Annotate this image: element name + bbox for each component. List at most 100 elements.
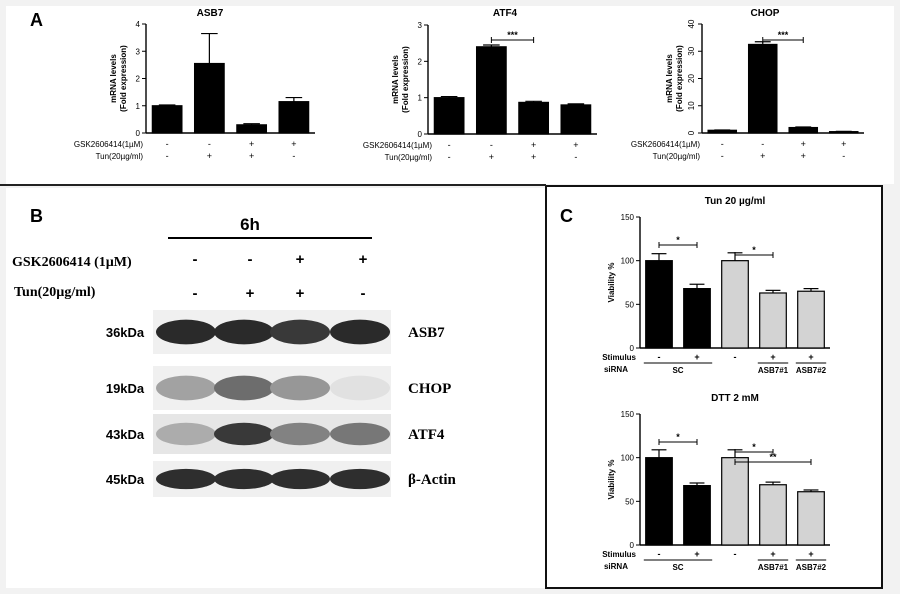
bar xyxy=(721,260,749,349)
blot-kda-label: 19kDa xyxy=(106,381,145,396)
blot-band xyxy=(270,468,330,490)
y-tick-label: 1 xyxy=(418,94,423,103)
treatment-gsk: - xyxy=(490,140,493,150)
row-label-tun: Tun(20µg/ml) xyxy=(96,152,144,161)
bar xyxy=(759,292,787,349)
blot-tun-sign: - xyxy=(193,285,198,302)
treatment-gsk: - xyxy=(208,139,211,149)
blot-kda-label: 36kDa xyxy=(106,325,145,340)
treatment-gsk: - xyxy=(721,139,724,149)
blot-tun-sign: + xyxy=(296,285,305,302)
y-axis-label: mRNA levels(Fold expression) xyxy=(665,45,684,112)
stimulus-sign: - xyxy=(734,352,737,362)
y-axis-label-line1: mRNA levels xyxy=(665,54,674,103)
treatment-tun: - xyxy=(574,152,577,162)
treatment-gsk: - xyxy=(166,139,169,149)
blot-band xyxy=(330,468,390,490)
y-tick-label: 3 xyxy=(418,21,423,30)
y-tick-label: 150 xyxy=(621,410,635,419)
blot-band xyxy=(270,319,330,345)
y-tick-label: 2 xyxy=(418,57,423,66)
blot-time: 6h xyxy=(240,215,260,234)
group-label: ASB7#2 xyxy=(796,563,827,572)
row-label-gsk: GSK2606414(1µM) xyxy=(363,141,432,150)
blot-band xyxy=(214,468,274,490)
stimulus-sign: + xyxy=(770,352,775,362)
treatment-tun: - xyxy=(166,151,169,161)
treatment-tun: + xyxy=(531,152,536,162)
bar xyxy=(560,104,592,135)
treatment-tun: - xyxy=(721,151,724,161)
y-tick-label: 4 xyxy=(136,20,141,29)
stimulus-sign: - xyxy=(734,549,737,559)
blot-gsk-sign: + xyxy=(296,251,305,268)
bar xyxy=(721,457,749,546)
y-axis-label-line2: (Fold expression) xyxy=(675,45,684,112)
bar xyxy=(797,491,825,546)
y-tick-label: 0 xyxy=(630,344,635,353)
y-tick-label: 40 xyxy=(687,19,696,28)
treatment-tun: + xyxy=(207,151,212,161)
y-axis-label: mRNA levels(Fold expression) xyxy=(109,45,128,112)
blot-protein-label: CHOP xyxy=(408,381,451,397)
y-axis-label-line2: (Fold expression) xyxy=(119,45,128,112)
blot-gsk-sign: + xyxy=(359,251,368,268)
blot-band xyxy=(214,375,274,401)
blot-band xyxy=(156,468,216,490)
stimulus-sign: + xyxy=(808,352,813,362)
stimulus-sign: + xyxy=(770,549,775,559)
treatment-tun: + xyxy=(760,151,765,161)
blot-kda-label: 43kDa xyxy=(106,427,145,442)
significance-label: ** xyxy=(769,452,777,462)
blot-band xyxy=(214,319,274,345)
blot-gsk-label: GSK2606414 (1µM) xyxy=(12,255,132,270)
panel-label-a: A xyxy=(30,10,43,30)
treatment-tun: - xyxy=(292,151,295,161)
chart-chop: 0 10 20 30 40 CHOP *** mRNA levels(Fold express… xyxy=(631,8,864,161)
bar xyxy=(518,101,550,135)
y-tick-label: 1 xyxy=(136,102,141,111)
y-axis-label-line1: mRNA levels xyxy=(109,54,118,103)
bar xyxy=(433,97,465,135)
stimulus-sign: + xyxy=(808,549,813,559)
bar xyxy=(278,101,310,134)
bar xyxy=(788,126,819,134)
treatment-gsk: + xyxy=(249,139,254,149)
y-axis-label: Viability % xyxy=(607,460,616,500)
bar xyxy=(683,485,711,546)
treatment-tun: + xyxy=(489,152,494,162)
treatment-gsk: + xyxy=(291,139,296,149)
significance-label: * xyxy=(752,442,756,452)
y-axis-label-line1: mRNA levels xyxy=(391,55,400,104)
stimulus-sign: - xyxy=(658,352,661,362)
y-tick-label: 50 xyxy=(625,497,634,506)
blot-protein-label: β-Actin xyxy=(408,472,457,488)
y-axis-label-line2: (Fold expression) xyxy=(401,46,410,113)
bar xyxy=(236,124,268,134)
chart-title: ATF4 xyxy=(493,8,518,19)
bar xyxy=(645,260,673,349)
blot-band xyxy=(330,422,390,446)
blot-protein-label: ATF4 xyxy=(408,427,445,443)
treatment-gsk: - xyxy=(761,139,764,149)
significance-label: * xyxy=(752,245,756,255)
significance-label: *** xyxy=(778,30,789,40)
y-tick-label: 3 xyxy=(136,47,141,56)
row-label-gsk: GSK2606414(1µM) xyxy=(74,140,143,149)
chart-atf4: 0 1 2 3 ATF4 *** mRNA levels(Fold expression) G… xyxy=(363,8,597,162)
chart-tun-viability: 0 50 100 150 Tun 20 µg/ml * * Viability % Stimul… xyxy=(602,196,830,375)
y-tick-label: 0 xyxy=(630,541,635,550)
y-tick-label: 50 xyxy=(625,300,634,309)
y-tick-label: 2 xyxy=(136,75,141,84)
y-tick-label: 30 xyxy=(687,46,696,55)
bar xyxy=(475,46,507,135)
panel-label-c: C xyxy=(560,206,573,226)
stimulus-label: Stimulus xyxy=(602,550,636,559)
y-tick-label: 10 xyxy=(687,101,696,110)
blot-gsk-sign: - xyxy=(193,251,198,268)
bar xyxy=(759,484,787,546)
row-label-tun: Tun(20µg/ml) xyxy=(653,152,701,161)
blot-kda-label: 45kDa xyxy=(106,472,145,487)
